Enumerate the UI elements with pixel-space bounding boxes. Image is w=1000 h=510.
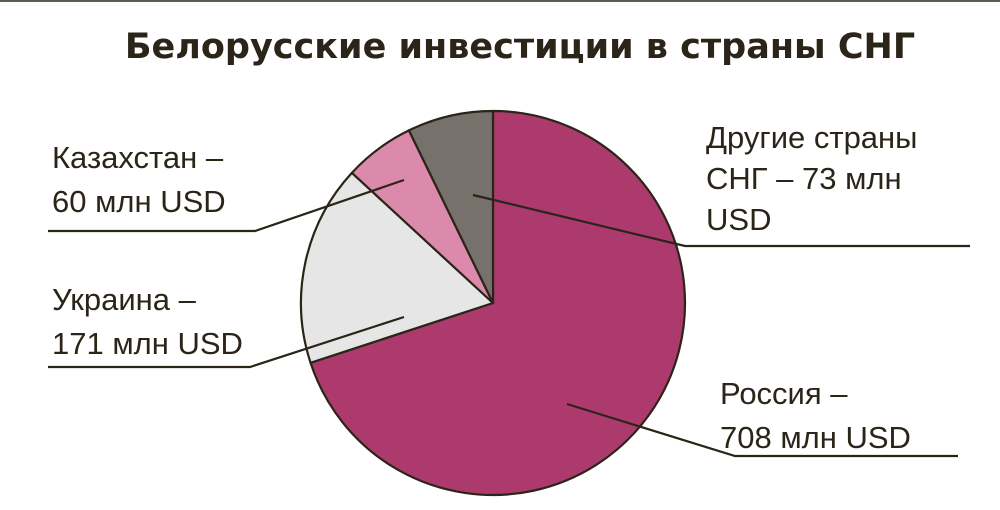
leader-line-1 [48,315,405,369]
slice-label-1-line-1: 171 млн USD [52,326,243,361]
slice-label-2-line-0: Казахстан – [52,140,224,175]
leader-lines [48,178,970,458]
slice-label-1-line-0: Украина – [52,282,197,317]
slice-label-3-line-2: USD [706,202,771,237]
slice-label-3-line-0: Другие страны [706,120,917,155]
pie-slice-1 [299,171,495,364]
leader-line-3 [472,193,970,248]
slice-label-2: Казахстан – 60 млн USD [52,140,226,219]
chart-title: Белорусские инвестиции в страны СНГ [125,27,915,67]
leader-line-0 [566,402,958,458]
slice-label-0-line-0: Россия – [720,376,848,411]
slice-label-3-line-1: СНГ – 73 млн [706,161,902,196]
slice-label-0: Россия – 708 млн USD [720,376,911,455]
slice-label-1: Украина – 171 млн USD [52,282,243,361]
pie-slice-0 [309,109,687,497]
slice-label-2-line-1: 60 млн USD [52,184,226,219]
pie-slices [299,109,687,497]
slice-label-3: Другие страны СНГ – 73 млн USD [706,120,917,237]
slice-labels: Россия – 708 млн USD Украина – 171 млн USD К… [52,120,917,455]
slice-label-0-line-1: 708 млн USD [720,420,911,455]
pie-slice-3 [407,109,495,305]
leader-line-2 [48,178,405,233]
